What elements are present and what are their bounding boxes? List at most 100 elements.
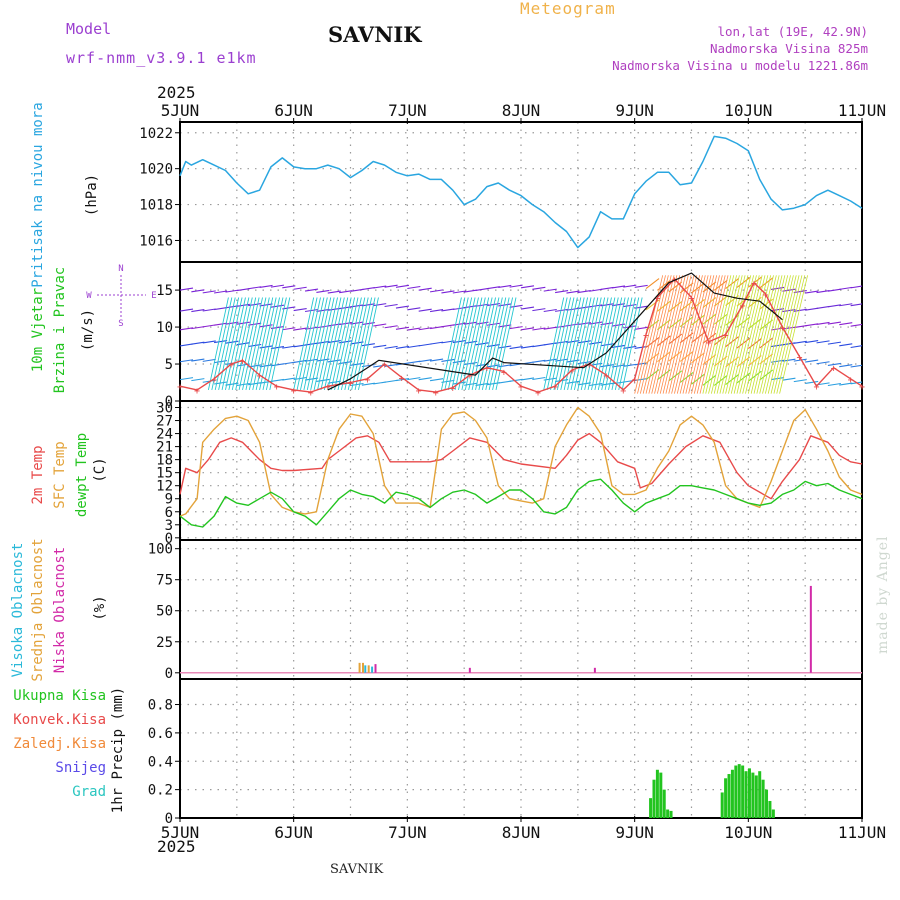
- wind-barb: [532, 327, 546, 331]
- wind-barb: [805, 380, 819, 384]
- y-tick-label: 50: [156, 604, 173, 620]
- wind-barb: [429, 341, 444, 345]
- panel-frame: [179, 121, 863, 263]
- wind-barb: [464, 340, 478, 344]
- wind-barb: [532, 308, 546, 312]
- wind-hatch: [662, 275, 692, 394]
- wind-barb: [520, 285, 535, 289]
- temp-line-0: [179, 432, 863, 500]
- wind-barb: [816, 321, 830, 326]
- wind-barb: [214, 307, 228, 311]
- wind-hatch: [461, 297, 483, 391]
- meteogram-title: Meteogram: [520, 0, 616, 18]
- wind-speed-marker: +: [228, 360, 234, 371]
- wind-barb: [713, 355, 728, 367]
- wind-barb: [384, 284, 398, 288]
- wind-barb: [293, 286, 307, 290]
- cloud-bar: [362, 662, 365, 673]
- marks-layer: + + + + + + + + + + + + + + + + + + + + + + + + + + + + + + + + + + + + + + + +…: [177, 135, 865, 818]
- wind-barb: [759, 353, 774, 365]
- wind-barb: [782, 288, 796, 292]
- wind-barb: [395, 378, 410, 382]
- wind-speed-marker: +: [535, 388, 541, 399]
- wind-barb: [304, 377, 319, 381]
- wind-hatch: [495, 297, 517, 391]
- cloud-title-low: Niska Oblacnost: [52, 547, 68, 673]
- wind-barb: [827, 341, 841, 345]
- precip-bar: [649, 798, 653, 818]
- wind-barb: [566, 340, 580, 344]
- wind-barb: [520, 377, 535, 381]
- wind-hatch: [358, 297, 379, 391]
- precip-bar: [727, 774, 731, 818]
- wind-barb: [418, 287, 432, 291]
- wind-hatch: [611, 297, 633, 391]
- wind-barb: [793, 340, 807, 344]
- bottom-year-label: 2025: [157, 837, 196, 856]
- wind-barb: [566, 307, 580, 311]
- wind-barb: [543, 326, 557, 330]
- wind-barb: [839, 303, 853, 307]
- wind-hatch: [682, 275, 712, 394]
- wind-hatch: [207, 297, 229, 391]
- wind-barb: [293, 344, 307, 348]
- wind-hatch: [773, 275, 803, 394]
- wind-barb: [282, 285, 296, 289]
- wind-barb: [418, 327, 432, 331]
- wind-hatch: [211, 297, 233, 391]
- wind-hatch: [293, 297, 315, 391]
- precip-bar: [730, 769, 734, 818]
- model-name: wrf-nmm_v3.9.1 e1km: [66, 49, 257, 67]
- wind-hatch: [676, 275, 706, 394]
- wind-hatch: [577, 297, 599, 391]
- y-tick-label: 24: [156, 427, 173, 443]
- wind-barb: [611, 303, 626, 307]
- wind-hatch: [637, 275, 666, 394]
- wind-hatch: [337, 297, 359, 391]
- wind-barb: [339, 360, 353, 365]
- wind-speed-marker: +: [859, 382, 865, 393]
- y-tick-label: 0: [165, 811, 173, 827]
- wind-barb: [770, 344, 785, 348]
- wind-barb: [180, 327, 194, 331]
- wind-barb: [441, 379, 455, 383]
- y-tick-label: 0.6: [148, 726, 173, 742]
- cloud-bar: [374, 664, 377, 673]
- y-tick-label: 27: [156, 414, 173, 430]
- wind-barb: [407, 360, 421, 364]
- wind-barb: [429, 289, 444, 293]
- wind-speed-marker: +: [308, 388, 314, 399]
- wind-barb: [327, 380, 341, 384]
- wind-barb: [452, 290, 466, 294]
- wind-barb: [259, 364, 273, 368]
- y-tick-label: 0.8: [148, 698, 173, 714]
- wind-hatch: [300, 297, 321, 391]
- wind-barb: [202, 358, 216, 362]
- wind-hatch: [238, 297, 260, 391]
- x-tick-label-top: 9JUN: [615, 101, 654, 120]
- wind-hatch: [739, 275, 769, 394]
- wind-title-1: 10m Vjetar: [30, 288, 46, 372]
- wind-barb: [248, 322, 262, 326]
- wind-speed-marker: +: [194, 386, 200, 397]
- wind-speed-marker: +: [291, 386, 297, 397]
- wind-speed-marker: +: [433, 388, 439, 399]
- wind-hatch: [648, 275, 678, 394]
- wind-barb: [816, 290, 830, 294]
- wind-hatch: [344, 297, 366, 391]
- wind-barb: [691, 282, 705, 294]
- coords-label: lon,lat (19E, 42.9N): [717, 24, 868, 39]
- x-tick-label-top: 8JUN: [502, 101, 541, 120]
- wind-barb: [350, 288, 364, 292]
- compass-w: W: [86, 291, 92, 301]
- wind-hatch: [745, 275, 774, 394]
- wind-barb: [191, 358, 205, 362]
- wind-hatch: [231, 297, 253, 391]
- wind-speed-marker: +: [688, 293, 694, 304]
- wind-hatch: [303, 297, 325, 391]
- wind-barb: [747, 318, 762, 330]
- wind-hatch: [488, 297, 510, 391]
- precip-legend-4: Grad: [72, 784, 106, 800]
- wind-hatch: [736, 275, 766, 394]
- wind-barb: [577, 290, 591, 294]
